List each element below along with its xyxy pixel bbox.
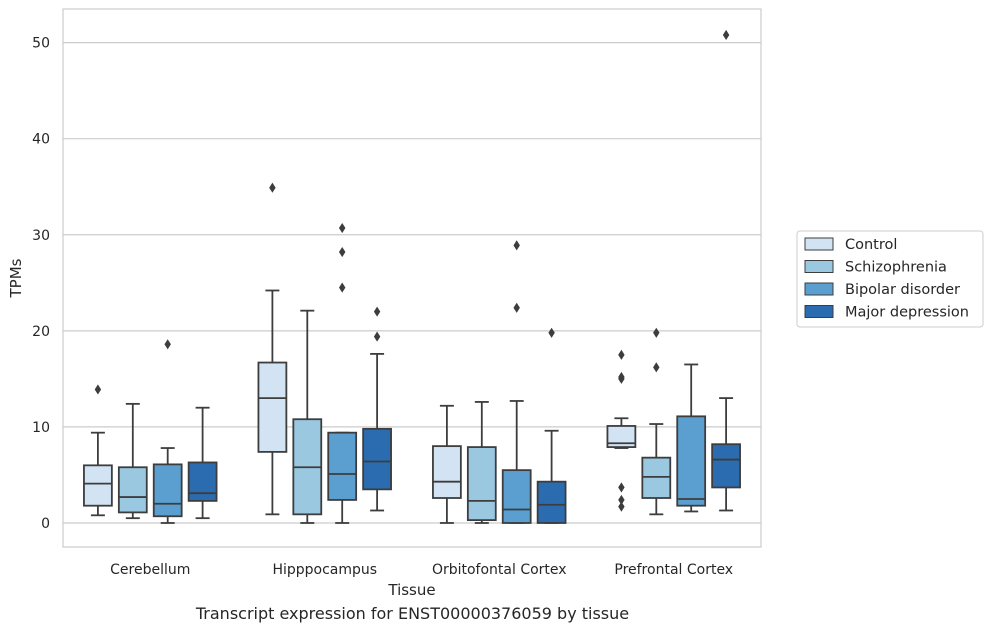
legend: Control Schizophrenia Bipolar disorder Majo… [796,230,984,328]
figure-caption: Transcript expression for ENST0000037605… [195,604,630,623]
box-rect [676,415,707,507]
box-1-2 [327,222,358,524]
legend-swatch [804,260,834,273]
box-3-3 [711,29,741,512]
legend-swatch [804,237,834,251]
legend-label: Control [845,237,897,253]
box-2-3 [536,327,567,524]
box-rect [117,466,148,514]
box-3-2 [676,363,707,513]
legend-label: Bipolar disorder [845,282,960,298]
box-rect [152,463,183,518]
y-tick-label: 30 [32,228,50,244]
box-1-0 [257,182,288,516]
x-axis-ticks: Cerebellum Hipppocampus Orbitofontal Corte… [110,562,733,578]
outlier-point [618,371,625,383]
box-rect [257,361,288,453]
outlier-point [269,182,276,193]
legend-swatch [804,282,834,296]
box-2-0 [432,404,462,524]
box-rect [641,456,672,499]
box-3-0 [606,349,637,512]
box-rect [606,425,637,448]
outlier-point [338,282,346,293]
y-axis-title: TPMs [7,258,25,298]
box-0-0 [83,384,113,517]
box-1-3 [362,306,392,512]
plot-area-frame [62,8,762,548]
box-1-1 [292,309,323,524]
legend-label: Schizophrenia [845,260,947,276]
box-rect [187,461,218,502]
x-tick-label: Prefrontal Cortex [614,562,733,578]
outlier-point [548,327,555,338]
y-tick-label: 20 [32,324,50,340]
outlier-point [513,240,520,251]
outlier-point [338,222,346,234]
gridlines [63,42,761,524]
outlier-point [722,29,730,40]
box-2-1 [466,401,497,524]
box-0-1 [117,402,148,520]
box-0-3 [187,406,218,520]
outlier-point [94,384,102,395]
outlier-point [618,501,625,512]
x-axis-title: Tissue [387,581,435,599]
x-tick-label: Hipppocampus [272,562,377,578]
box-2-2 [501,240,532,524]
outlier-point [513,302,520,313]
box-rect [711,443,741,489]
y-tick-label: 0 [41,516,50,532]
y-tick-label: 50 [32,36,50,52]
box-rect [362,427,392,491]
outlier-point [373,306,381,317]
legend-label: Major depression [845,305,969,321]
y-axis-ticks: 0 10 20 30 40 50 [32,36,50,532]
outlier-point [618,494,625,505]
y-tick-label: 10 [32,420,50,436]
box-rect [327,431,358,501]
outlier-point [618,349,625,360]
box-rect [466,446,497,522]
outlier-point [618,482,625,493]
y-tick-label: 40 [32,132,50,148]
outlier-point [164,339,171,350]
box-3-1 [641,327,672,516]
outlier-point [653,327,660,338]
outlier-point [373,331,381,342]
outlier-point [338,247,346,258]
box-rect [501,469,532,524]
x-tick-label: Orbitofontal Cortex [432,562,567,578]
x-tick-label: Cerebellum [110,562,190,578]
box-rect [536,480,567,524]
outlier-point [653,362,660,373]
legend-frame [796,230,984,328]
box-rect [83,464,113,507]
box-rect [432,445,462,499]
legend-swatch [804,305,834,318]
box-0-2 [152,339,183,524]
box-series-group [83,29,741,524]
